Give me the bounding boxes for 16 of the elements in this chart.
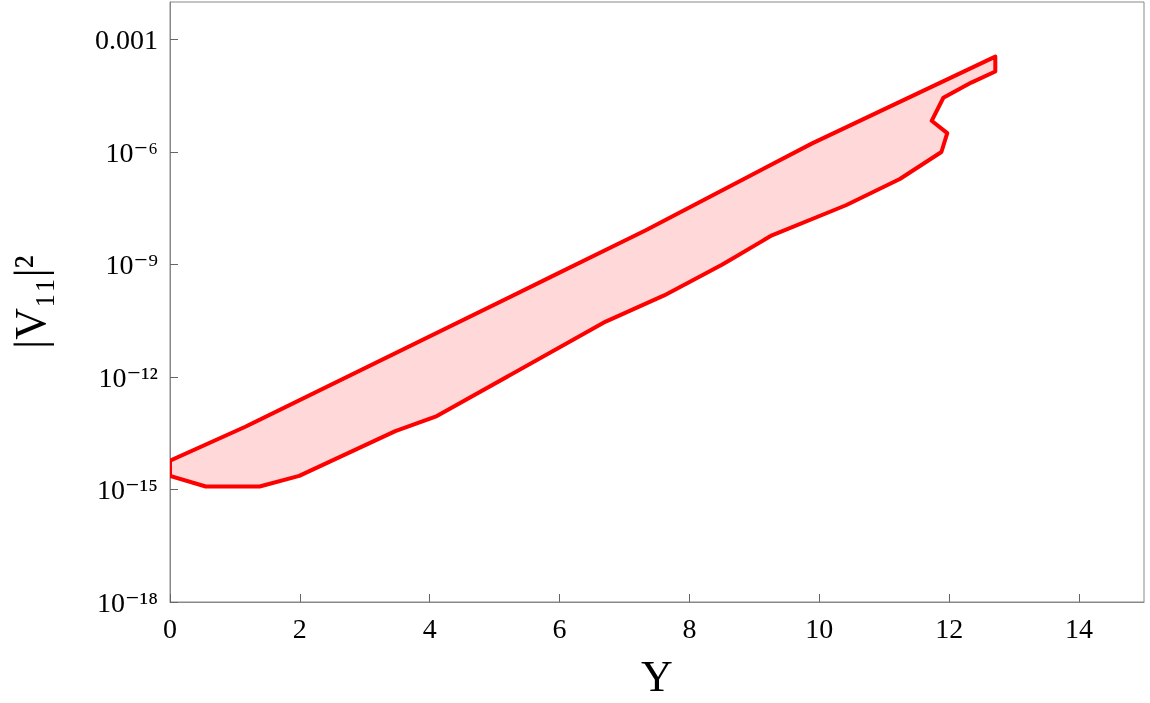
y-tick-label: 10⁻⁶ <box>105 136 158 168</box>
x-tick-label: 4 <box>422 612 437 644</box>
x-axis-title: Y <box>641 651 673 701</box>
x-tick-label: 14 <box>1065 612 1094 644</box>
x-tick-label: 10 <box>805 612 834 644</box>
y-tick-label: 10⁻¹⁸ <box>97 586 158 618</box>
x-tick-label: 12 <box>935 612 964 644</box>
y-tick-label: 0.001 <box>95 24 158 55</box>
y-tick-label: 10⁻¹² <box>98 361 158 393</box>
x-tick-label: 0 <box>163 612 177 644</box>
x-tick-label: 2 <box>292 612 307 644</box>
y-axis-title: |V₁₁|² <box>5 255 55 349</box>
x-tick-label: 6 <box>552 612 567 644</box>
y-tick-label: 10⁻⁹ <box>105 249 158 280</box>
x-tick-label: 8 <box>682 612 697 644</box>
y-tick-label: 10⁻¹⁵ <box>97 474 158 505</box>
